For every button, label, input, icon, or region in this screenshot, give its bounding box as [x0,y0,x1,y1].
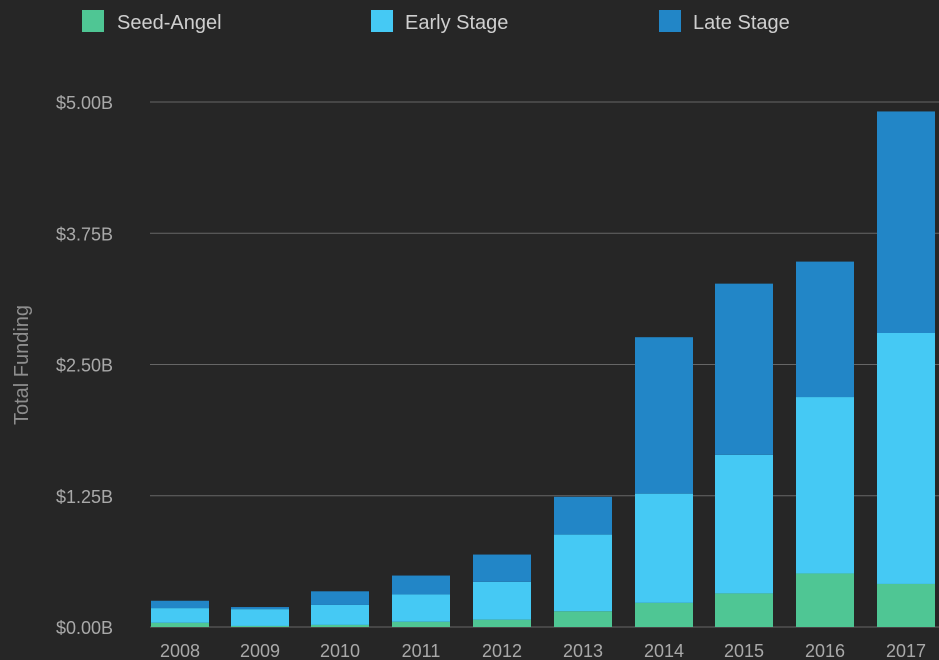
bar-segment-2012-early-stage [473,581,531,620]
x-tick-label: 2011 [402,641,441,660]
x-tick-label: 2012 [482,641,522,660]
y-axis-labels: $0.00B $1.25B $2.50B $3.75B $5.00B [56,93,113,638]
legend-label-seed-angel: Seed-Angel [117,12,222,34]
bar-segment-2013-early-stage [554,534,612,612]
x-tick-label: 2015 [724,641,764,660]
bar-segment-2013-seed-angel [554,611,612,627]
x-tick-label: 2016 [805,641,845,660]
bar-segment-2009-late-stage [231,607,289,610]
y-tick-label: $2.50B [56,356,113,376]
bar-segment-2016-seed-angel [796,573,854,627]
bar-segment-2015-early-stage [715,454,773,594]
bar-segment-2008-seed-angel [151,622,209,627]
x-axis-labels: 2008 2009 2010 2011 2012 2013 2014 2015 2016 2017 [160,641,926,660]
bar-segment-2016-late-stage [796,261,854,398]
bar-segment-2008-late-stage [151,600,209,609]
legend-label-late-stage: Late Stage [693,12,790,34]
bar-segment-2009-seed-angel [231,625,289,627]
legend: Seed-Angel Early Stage Late Stage [82,10,790,34]
y-tick-label: $3.75B [56,224,113,244]
bar-segment-2011-early-stage [392,594,450,622]
bar-segment-2014-late-stage [635,337,693,494]
bar-segment-2014-early-stage [635,493,693,603]
legend-label-early-stage: Early Stage [405,12,508,34]
bar-segment-2010-early-stage [311,604,369,625]
bar-segment-2013-late-stage [554,496,612,535]
legend-swatch-early-stage [371,10,393,32]
x-tick-label: 2017 [886,641,926,660]
bar-segment-2012-seed-angel [473,619,531,627]
bar-segment-2010-seed-angel [311,624,369,627]
legend-swatch-late-stage [659,10,681,32]
bar-segment-2012-late-stage [473,554,531,582]
x-tick-label: 2014 [644,641,684,660]
y-tick-label: $0.00B [56,618,113,638]
bar-segment-2010-late-stage [311,591,369,605]
bar-segment-2008-early-stage [151,608,209,623]
bars [151,111,935,627]
legend-swatch-seed-angel [82,10,104,32]
bar-segment-2015-seed-angel [715,593,773,627]
x-tick-label: 2010 [320,641,360,660]
y-tick-label: $5.00B [56,93,113,113]
bar-segment-2017-seed-angel [877,583,935,627]
bar-segment-2017-late-stage [877,111,935,333]
x-tick-label: 2009 [240,641,280,660]
bar-segment-2015-late-stage [715,283,773,455]
x-tick-label: 2013 [563,641,603,660]
bar-segment-2016-early-stage [796,397,854,574]
bar-segment-2011-late-stage [392,575,450,595]
y-axis-title: Total Funding [11,305,33,425]
bar-segment-2009-early-stage [231,609,289,626]
bar-segment-2014-seed-angel [635,602,693,627]
y-tick-label: $1.25B [56,487,113,507]
bar-segment-2011-seed-angel [392,621,450,627]
x-tick-label: 2008 [160,641,200,660]
bar-segment-2017-early-stage [877,333,935,584]
